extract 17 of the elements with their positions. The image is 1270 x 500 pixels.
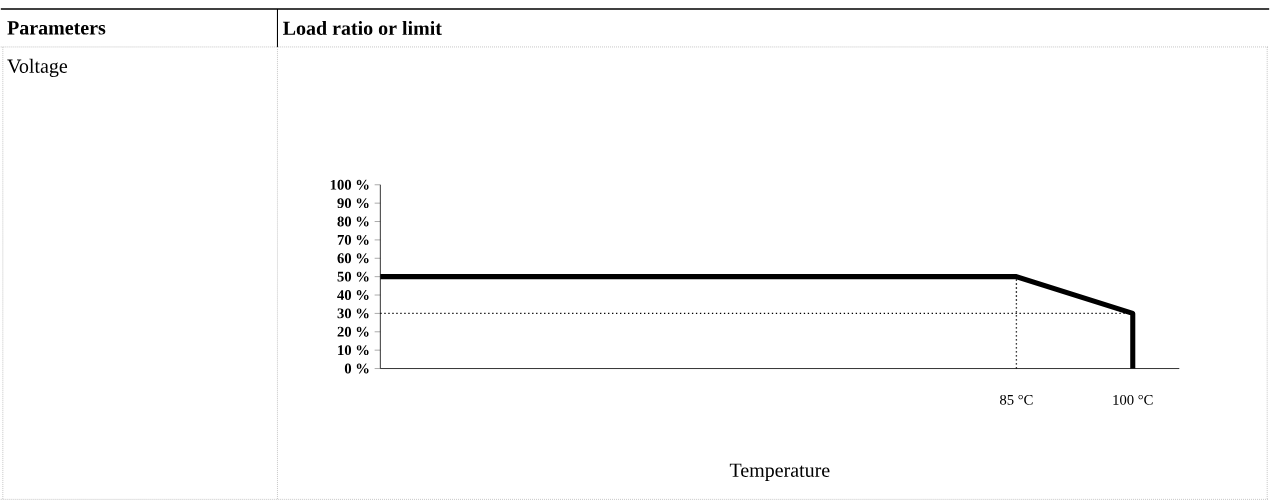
y-tick-label: 80 % — [337, 216, 369, 227]
x-tick-label: 100 °C — [1113, 394, 1153, 405]
y-tick-label: 10 % — [338, 345, 369, 355]
y-tick-label: 30 % — [337, 308, 369, 319]
y-tick-label: 100 % — [330, 179, 369, 190]
y-tick-label: 20 % — [337, 326, 369, 337]
x-tick-label: 85 °C — [1000, 394, 1033, 405]
y-tick-label: 60 % — [337, 253, 369, 264]
y-tick-label: 40 % — [337, 289, 369, 300]
y-tick-label: 0 % — [344, 363, 369, 374]
y-tick-label: 50 % — [337, 271, 369, 282]
y-tick-label: 90 % — [337, 198, 369, 208]
x-axis-title: Temperature — [729, 463, 830, 481]
text: Parameters — [7, 21, 106, 35]
text: Load ratio or limit — [283, 20, 442, 35]
text: Voltage — [7, 58, 68, 77]
y-tick-label: 70 % — [337, 234, 369, 245]
